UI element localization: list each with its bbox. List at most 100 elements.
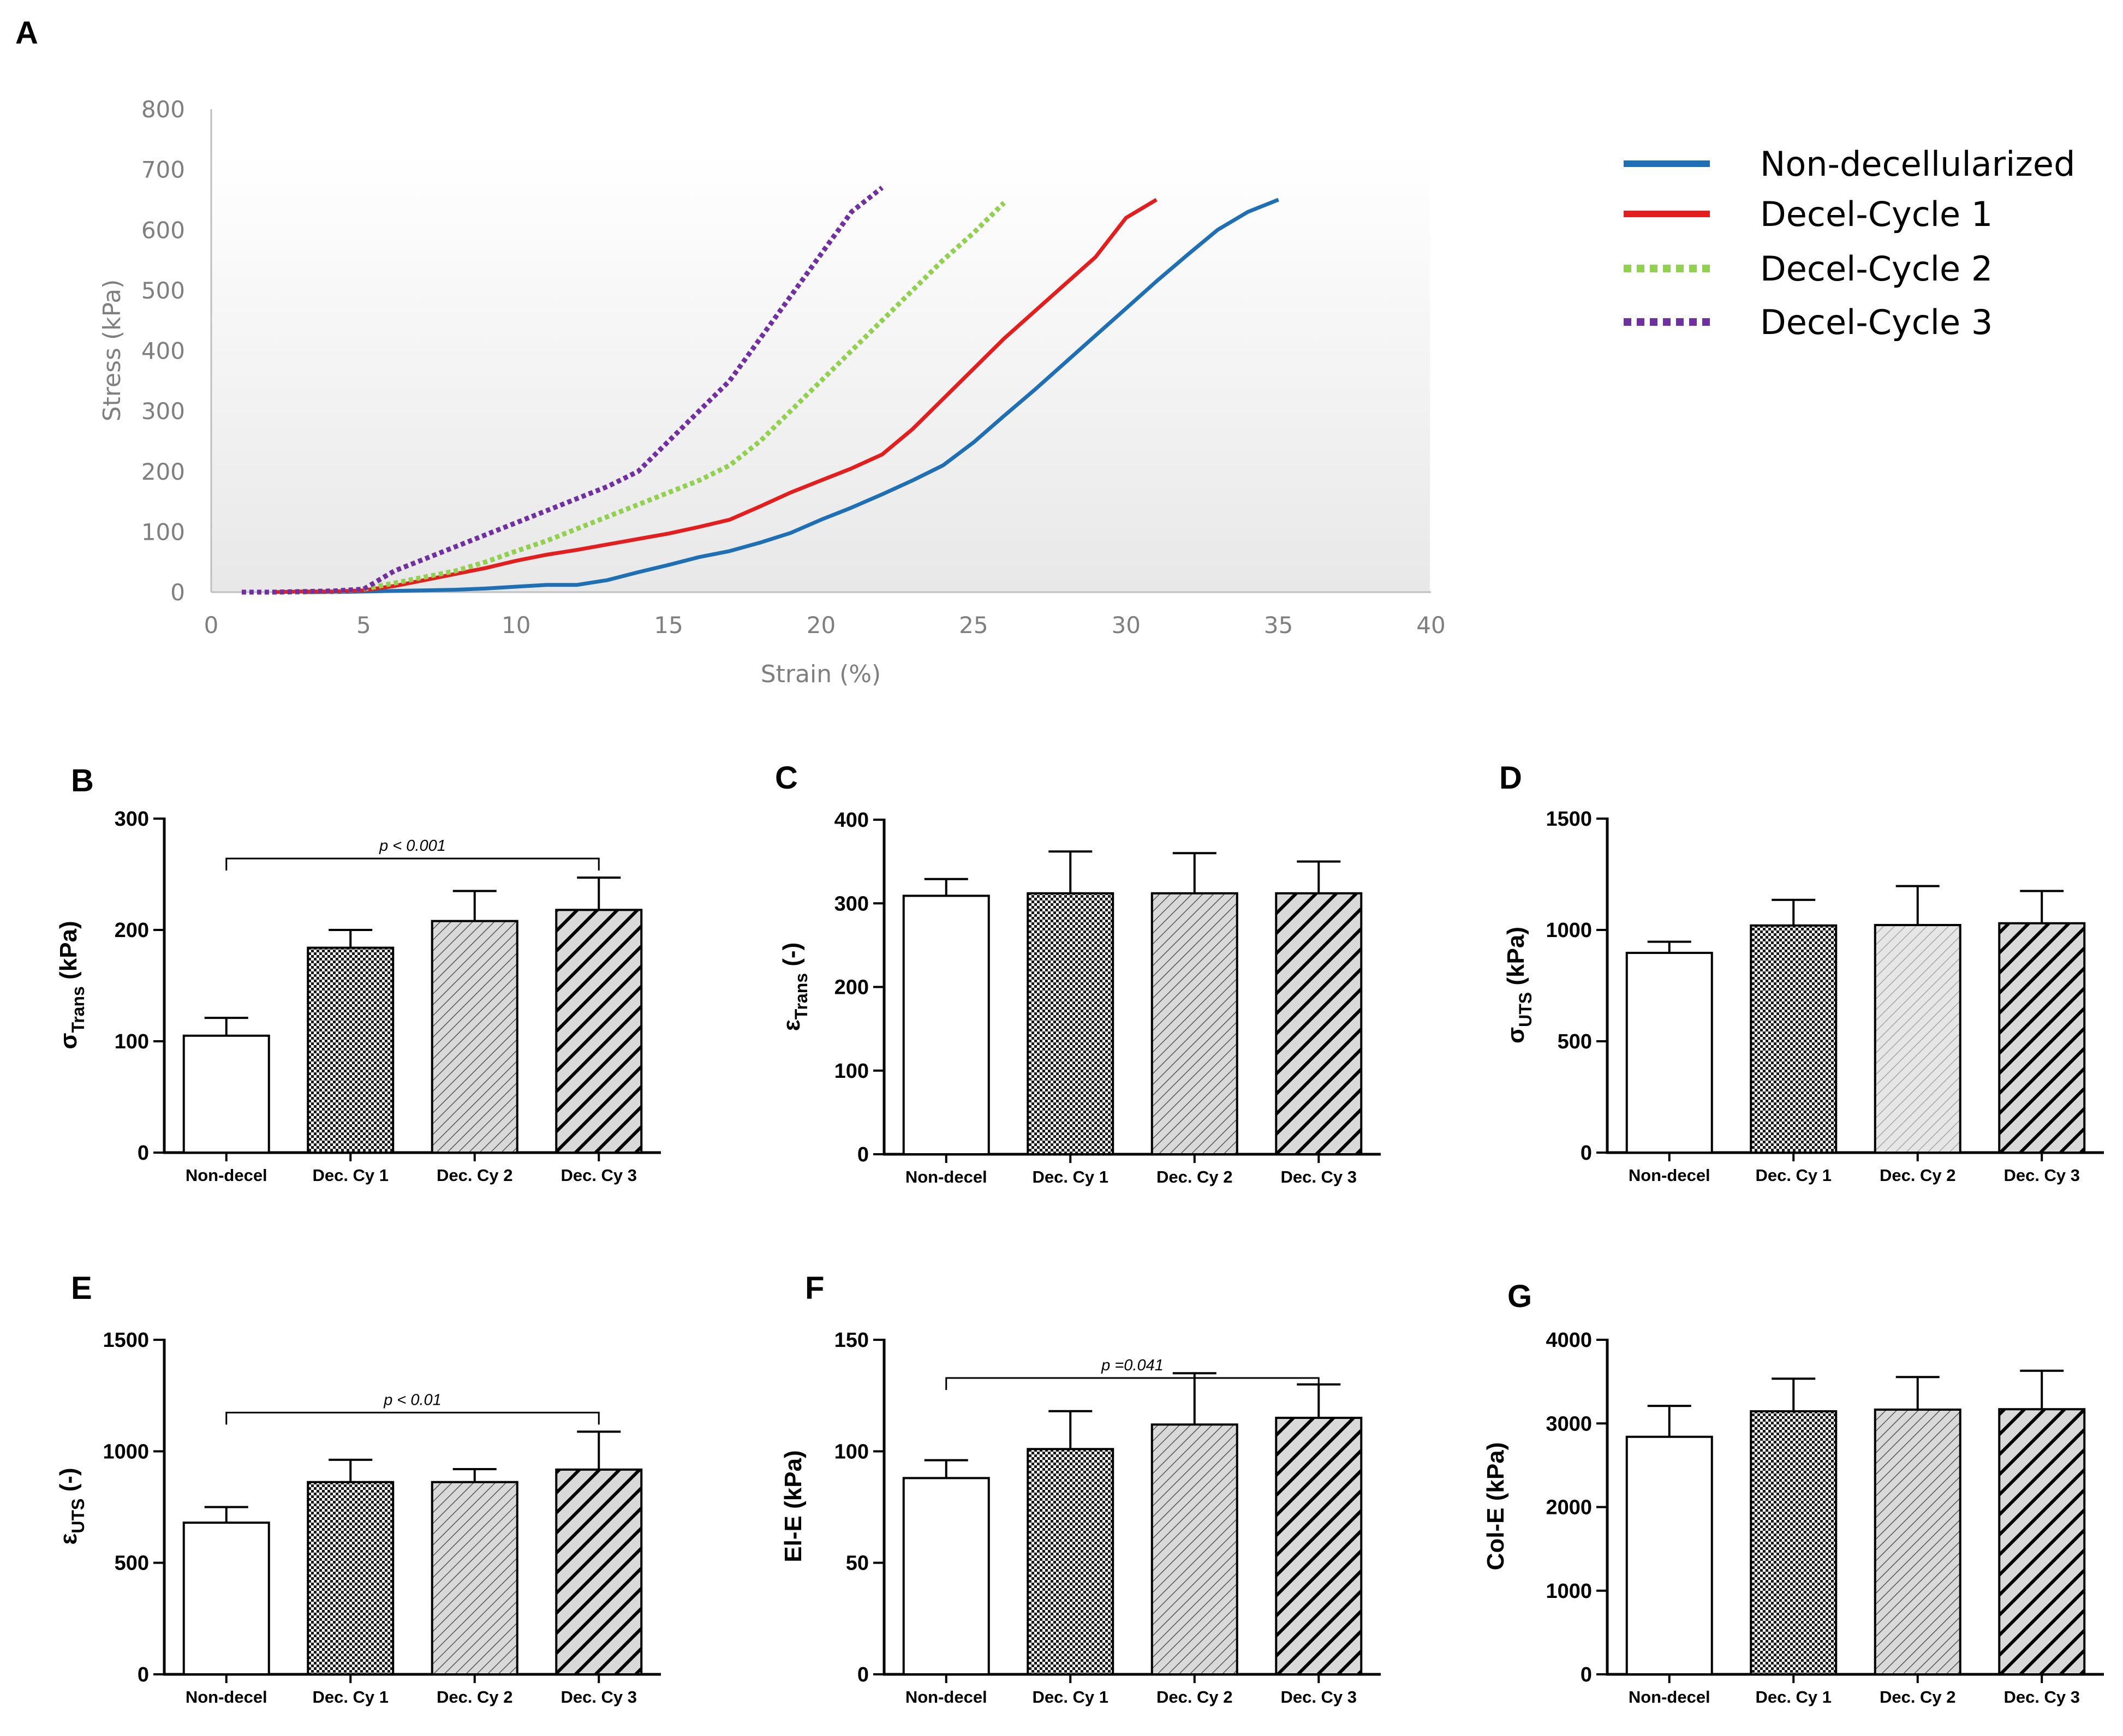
panel-letter-f: F (805, 1270, 824, 1306)
x-tick-label: 40 (1416, 612, 1445, 639)
x-tick-label: 10 (502, 612, 530, 639)
y-axis-label-symbol: σ (55, 1033, 82, 1049)
x-tick-label: Dec. Cy 2 (1156, 1167, 1233, 1186)
series-line-decel-cycle-1 (272, 198, 1158, 594)
y-axis-label: Col-E (kPa) (1482, 1442, 1509, 1571)
legend-label-decel-cycle-3: Decel-Cycle 3 (1760, 302, 1993, 342)
x-tick-label: 0 (204, 612, 219, 639)
y-tick-label: 100 (834, 1440, 869, 1463)
y-axis-label-subscript: Trans (791, 973, 811, 1019)
y-tick-label: 100 (141, 518, 185, 545)
bar-dec-cy-1 (307, 946, 395, 1154)
x-tick-label: Non-decel (905, 1167, 987, 1186)
significance-label: p =0.041 (1101, 1357, 1164, 1374)
y-tick-label: 800 (141, 96, 185, 123)
bar-dec-cy-1 (1027, 1448, 1114, 1675)
y-axis-label: εUTS (-) (55, 1467, 88, 1544)
series-line-non-decellularized (302, 198, 1279, 594)
x-tick-labels: 0 5 10 15 20 25 30 35 40 (204, 612, 1446, 639)
significance-bracket (945, 1377, 1320, 1390)
bar-dec-cy-1 (1750, 1410, 1838, 1676)
y-tick-label: 300 (834, 892, 869, 915)
x-tick-label: 30 (1112, 612, 1141, 639)
legend-label-decel-cycle-2: Decel-Cycle 2 (1760, 249, 1993, 289)
y-tick-label: 1000 (1546, 919, 1592, 942)
x-tick-label: Dec. Cy 2 (437, 1166, 513, 1185)
x-tick-label: Dec. Cy 1 (1755, 1687, 1832, 1707)
x-tick-label: Dec. Cy 2 (1880, 1687, 1956, 1707)
y-tick-label: 500 (1558, 1030, 1592, 1053)
x-axis-label: Strain (%) (761, 660, 881, 688)
y-tick-label: 0 (857, 1663, 869, 1686)
series-line-decel-cycle-2 (272, 201, 1006, 595)
bar-dec-cy-1 (1750, 924, 1838, 1154)
bar-dec-cy-2 (1874, 1408, 1961, 1676)
bar-dec-cy-1 (307, 1481, 395, 1675)
x-tick-label: Non-decel (1629, 1166, 1710, 1185)
x-tick-label: Dec. Cy 3 (2003, 1166, 2080, 1185)
x-tick-label: Dec. Cy 3 (2003, 1687, 2080, 1707)
panel-g-bar-chart: 0 1000 2000 3000 4000 Non-decel Dec. Cy 1 Dec. … (1482, 1329, 2104, 1707)
series-line-decel-cycle-3 (241, 186, 884, 595)
significance-bracket (225, 1411, 600, 1425)
y-tick-label: 700 (141, 157, 185, 183)
bar-dec-cy-3 (555, 1468, 643, 1675)
legend: Non-decellularized Decel-Cycle 1 Decel-Cyc… (1624, 144, 2075, 342)
bar-non-decel (1625, 952, 1713, 1154)
panel-letter-e: E (71, 1270, 92, 1306)
x-tick-label: 5 (356, 612, 371, 639)
y-tick-label: 0 (1581, 1142, 1592, 1165)
panel-c-bar-chart: 0 100 200 300 400 Non-decel Dec. Cy 1 Dec. Cy 2… (778, 809, 1381, 1186)
y-tick-label: 150 (834, 1329, 869, 1352)
bar-dec-cy-1 (1027, 892, 1114, 1155)
y-tick-label: 200 (115, 919, 149, 942)
x-tick-label: Non-decel (186, 1687, 267, 1707)
panel-letter-c: C (775, 760, 798, 796)
y-tick-label: 500 (115, 1552, 149, 1575)
y-tick-label: 50 (846, 1552, 869, 1575)
x-tick-label: Dec. Cy 1 (312, 1687, 389, 1707)
bar-non-decel (1625, 1435, 1713, 1676)
x-tick-label: 20 (807, 612, 836, 639)
y-tick-label: 100 (834, 1060, 869, 1083)
y-axis-label: εTrans (-) (778, 942, 811, 1031)
y-axis-label: σTrans (kPa) (55, 921, 88, 1049)
y-axis-label-symbol: σ (1502, 1027, 1529, 1043)
y-tick-label: 1500 (1546, 808, 1592, 831)
y-tick-label: 300 (141, 398, 185, 425)
bar-dec-cy-3 (1275, 892, 1363, 1155)
y-tick-label: 600 (141, 217, 185, 243)
y-axis-label-symbol: ε (55, 1534, 82, 1545)
plot-area (211, 153, 1430, 592)
y-axis-label-symbol: ε (778, 1019, 805, 1031)
x-tick-label: Non-decel (186, 1166, 267, 1185)
panel-b-bar-chart: 0 100 200 300 Non-decel Dec. Cy 1 Dec. Cy 2 Dec… (55, 808, 661, 1185)
bar-non-decel (902, 894, 990, 1156)
y-tick-labels: 0 100 200 300 400 500 600 700 800 (141, 96, 185, 606)
x-tick-label: Dec. Cy 1 (1032, 1167, 1108, 1186)
significance-label: p < 0.01 (383, 1391, 442, 1409)
y-tick-label: 4000 (1546, 1329, 1592, 1352)
series-lines (241, 186, 1279, 595)
y-tick-label: 500 (141, 277, 185, 304)
x-tick-label: Dec. Cy 1 (312, 1166, 389, 1185)
y-tick-label: 0 (170, 579, 185, 606)
y-axis-label-unit: (kPa) (1502, 927, 1529, 992)
significance-bracket (225, 857, 600, 871)
y-axis-label-unit: (-) (55, 1467, 82, 1498)
x-tick-label: 35 (1264, 612, 1293, 639)
x-tick-label: Dec. Cy 2 (1880, 1166, 1956, 1185)
y-axis-label-unit: (-) (778, 942, 805, 973)
y-tick-label: 0 (138, 1142, 149, 1165)
y-tick-label: 1500 (103, 1329, 149, 1352)
significance-label: p < 0.001 (379, 837, 446, 855)
panel-e-bar-chart: 0 500 1000 1500 Non-decel Dec. Cy 1 Dec. Cy 2 D… (55, 1329, 661, 1707)
panel-d-bar-chart: 0 500 1000 1500 Non-decel Dec. Cy 1 Dec. Cy 2 D… (1502, 808, 2104, 1185)
y-tick-label: 0 (1581, 1663, 1592, 1686)
bar-dec-cy-2 (431, 920, 518, 1154)
bar-dec-cy-3 (1998, 922, 2086, 1154)
bar-dec-cy-2 (431, 1481, 518, 1675)
bar-non-decel (182, 1034, 270, 1154)
bar-dec-cy-3 (555, 909, 643, 1154)
